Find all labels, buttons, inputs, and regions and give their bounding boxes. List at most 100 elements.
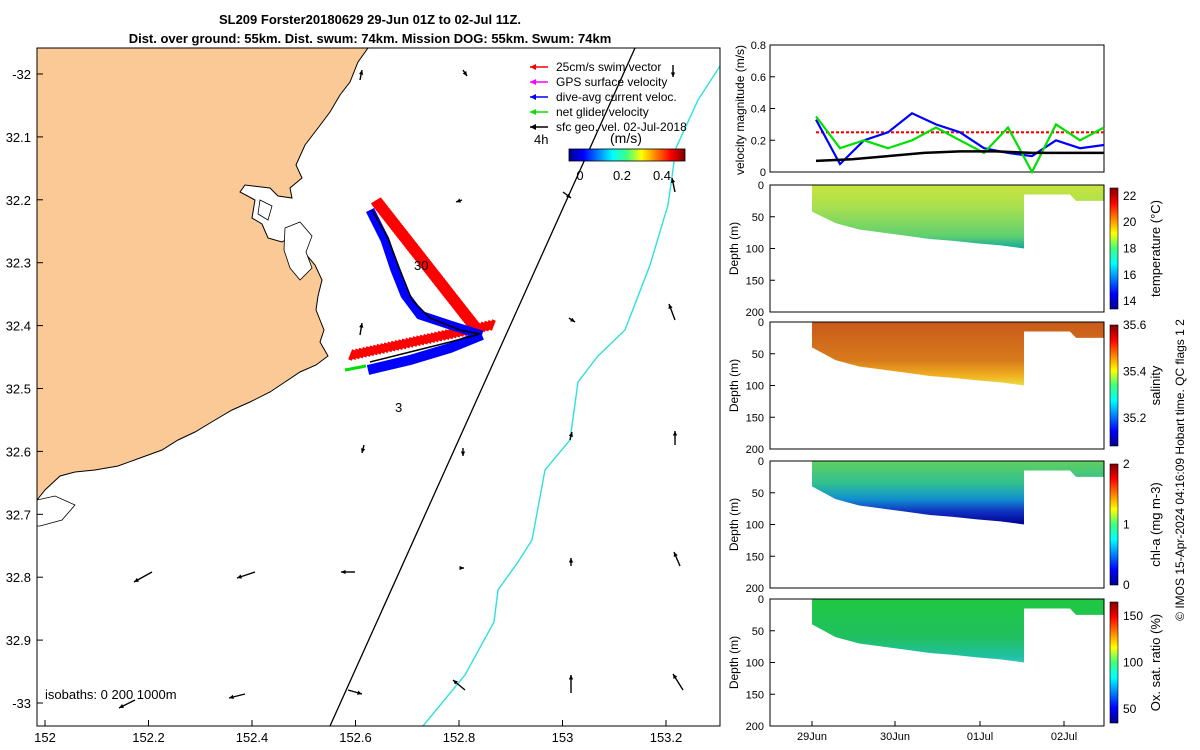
swim-vector [422,262,435,273]
surface-velocity-arrowhead [357,690,362,695]
swim-vector [432,275,445,286]
depth-tick-label: 100 [746,381,764,393]
isobath-1000m [422,65,720,726]
swim-vector [385,216,398,226]
velocity-ytick-label: 0 [760,167,766,179]
swim-vector [412,250,425,260]
map-lon-label: 152.2 [132,730,165,745]
map-lon-label: 152.8 [443,730,476,745]
surface-velocity-arrowhead [359,323,364,328]
swim-vector [358,346,367,359]
swim-vector [437,330,446,342]
swim-vector [395,229,408,239]
surface-velocity-arrowhead [462,71,467,76]
colorbar-label: temperature (°C) [1148,200,1163,297]
map-lat-label: 32.8 [6,570,31,585]
swim-vector [389,220,402,231]
swim-vector [404,239,417,250]
colorbar-tick-label: 35.6 [1123,318,1147,332]
colorbar-tick-label: 20 [1123,215,1137,229]
surface-velocity-arrowhead [456,198,461,203]
depth-axis-label: Depth (m) [727,498,741,551]
map-lat-label: 32.4 [6,319,31,334]
map-lon-label: 153.2 [650,730,683,745]
swim-vector [447,294,460,305]
swim-vector [462,313,475,324]
colorbar-tick-label: 150 [1123,609,1143,623]
lake [257,199,273,221]
velocity-ytick-label: 0.8 [751,40,766,52]
legend-label: GPS surface velocity [556,75,667,89]
map-lat-label: 32.5 [6,382,31,397]
section-colorbar [1109,463,1119,586]
section-colorbar [1109,324,1119,447]
swim-vector [409,246,422,256]
swim-vector [430,273,443,283]
velocity-series-dive-avg-current [815,112,1105,166]
track-annotation: 3 [395,400,402,415]
swim-vector [398,338,407,350]
swim-vector [410,248,423,258]
surface-velocity-arrowhead [341,569,346,575]
surface-velocity-arrowhead [134,577,139,582]
depth-tick-label: 150 [746,275,764,287]
lake [37,495,76,527]
swim-vector [394,226,407,237]
map-lon-label: 153 [552,730,574,745]
swim-vector [373,343,381,356]
swim-vector [380,342,389,354]
legend-label: net glider velocity [556,105,649,119]
depth-tick-label: 0 [758,180,764,192]
swim-vector [366,345,374,357]
swim-vector [384,341,392,354]
swim-vector [375,203,389,214]
swim-vector [369,344,378,357]
swim-vector [434,330,443,343]
depth-axis-label: Depth (m) [727,636,741,689]
surface-velocity-arrowhead [566,193,571,198]
colorbar-tick-label: 22 [1123,189,1137,203]
section-panel: 0 50 100 150 200 Depth (m) 0 1 2 chl-a (mg m-3) [727,456,1163,595]
swim-vector [379,207,392,218]
swim-vector [377,205,390,216]
swim-vector [488,319,496,331]
surface-velocity-arrowhead [119,704,124,708]
swim-vector [445,328,453,340]
swim-vector [407,243,420,254]
swim-vector [439,284,452,294]
depth-tick-label: 50 [752,626,764,638]
swim-vector [457,307,470,317]
swim-vector [374,201,387,211]
map-lat-label: -33 [12,696,31,711]
depth-tick-label: 0 [758,456,764,468]
swim-vector [427,332,435,344]
swim-vector [417,256,430,267]
swim-vector [397,231,410,241]
swim-vector [454,303,467,313]
colorbar-tick-label: 16 [1123,268,1137,282]
swim-vector [424,265,437,275]
swim-vector [412,335,421,347]
map-lat-label: 32.3 [6,256,31,271]
map-panel: 152 152.2 152.4 152.6 152.8 153 153.2 -32 32.1 3… [6,47,721,745]
map-lon-label: 152 [34,730,56,745]
legend-arrowhead [530,79,536,85]
swim-vector [376,343,385,355]
swim-vector [355,347,364,360]
map-lat-label: 32.1 [6,130,31,145]
swim-vector [415,254,428,264]
section-panel: 0 50 100 150 200 Depth (m) 14 16 18 20 22 temperatu… [727,180,1163,319]
swim-vector [445,292,458,303]
depth-axis-label: Depth (m) [727,222,741,275]
depth-tick-label: 50 [752,488,764,500]
section-panel: 0 50 100 150 200 Depth (m) 50 100 150 Ox. sat. ra… [727,594,1163,733]
map-lat-label: -32 [12,67,31,82]
colorbar-tick-label: 2 [1123,457,1130,471]
section-colorbar [1109,187,1119,310]
swim-vector [441,329,450,341]
surface-velocity-arrowhead [453,680,458,685]
swim-vector [384,214,397,224]
legend-label: dive-avg current veloc. [556,90,677,104]
section-colorbar [1109,601,1119,724]
time-tick-label: 02Jul [1051,731,1077,743]
